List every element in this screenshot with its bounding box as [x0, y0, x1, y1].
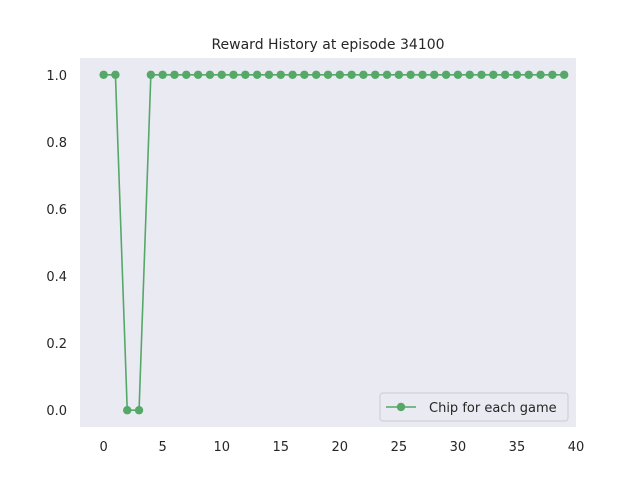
legend-box [379, 392, 569, 422]
data-point [123, 406, 132, 415]
data-point [288, 70, 297, 79]
legend-label: Chip for each game [429, 401, 557, 416]
data-point [229, 70, 238, 79]
y-tick-label: 0.2 [46, 337, 67, 352]
data-point [406, 70, 415, 79]
chart-title: Reward History at episode 34100 [211, 37, 444, 53]
series-layer [99, 70, 569, 415]
data-point [500, 70, 510, 79]
data-point [182, 70, 191, 79]
data-point [371, 70, 380, 79]
data-point [111, 70, 120, 79]
data-point [477, 70, 486, 79]
x-tick-label: 0 [99, 440, 107, 455]
x-axis-ticks: 0 5 10 15 20 25 30 35 40 [99, 440, 584, 455]
data-point [217, 70, 226, 79]
data-point [323, 70, 333, 79]
y-tick-label: 0.4 [46, 270, 67, 285]
y-tick-label: 0.0 [46, 404, 67, 419]
data-point [430, 70, 439, 79]
y-tick-label: 0.8 [46, 136, 67, 151]
data-point [524, 70, 533, 79]
data-point [548, 70, 557, 79]
data-point [536, 70, 545, 79]
legend: Chip for each game [379, 392, 569, 422]
data-point [441, 70, 451, 79]
data-point [311, 70, 321, 79]
data-point [300, 70, 309, 79]
x-tick-label: 10 [213, 440, 230, 455]
data-point [170, 70, 179, 79]
data-point [382, 70, 392, 79]
data-point [465, 70, 474, 79]
data-point [193, 70, 203, 79]
data-point [146, 70, 156, 79]
y-tick-label: 0.6 [46, 203, 67, 218]
y-tick-label: 1.0 [46, 69, 67, 84]
data-point [489, 70, 498, 79]
data-point [134, 406, 144, 415]
data-point [394, 70, 404, 79]
legend-marker-swatch [396, 402, 406, 412]
x-tick-label: 25 [391, 440, 408, 455]
y-axis-ticks: 0.0 0.2 0.4 0.6 0.8 1.0 [46, 69, 67, 419]
series-line [103, 73, 565, 412]
data-point [241, 70, 250, 79]
data-point [99, 70, 108, 79]
data-point [418, 70, 427, 79]
x-tick-label: 15 [272, 440, 289, 455]
data-point [205, 70, 215, 79]
x-tick-label: 20 [332, 440, 349, 455]
data-point [264, 70, 274, 79]
data-point [347, 70, 356, 79]
data-point [276, 70, 285, 79]
data-point [359, 70, 368, 79]
x-tick-label: 35 [509, 440, 526, 455]
data-point [512, 70, 522, 79]
x-tick-label: 40 [568, 440, 585, 455]
x-tick-label: 30 [450, 440, 467, 455]
plot-area [80, 58, 576, 427]
data-point [335, 70, 345, 79]
data-point [158, 70, 167, 79]
x-tick-label: 5 [159, 440, 167, 455]
data-point [252, 70, 262, 79]
data-point [559, 70, 569, 79]
data-point [453, 70, 463, 79]
